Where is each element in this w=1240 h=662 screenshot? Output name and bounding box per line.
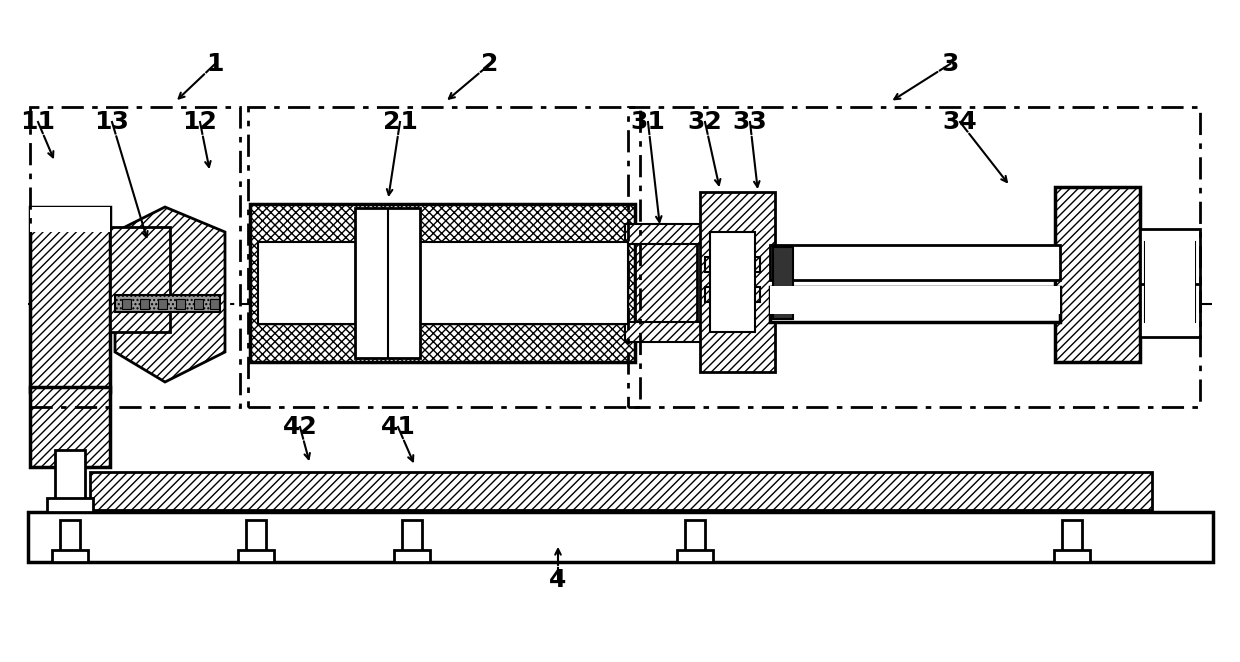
Bar [110, 227, 170, 332]
Bar [258, 242, 627, 324]
Text: 42: 42 [283, 415, 317, 439]
Bar [355, 208, 420, 358]
Bar [30, 207, 110, 392]
Bar [706, 257, 760, 272]
Bar [394, 550, 430, 562]
Bar [1140, 282, 1200, 337]
Bar [625, 322, 706, 342]
Bar [1145, 237, 1195, 327]
Bar [157, 299, 167, 309]
Bar [29, 512, 1213, 562]
Bar [1140, 229, 1200, 284]
Bar [402, 520, 422, 560]
Bar [625, 224, 706, 244]
Bar [52, 550, 88, 562]
Bar [627, 107, 1200, 407]
Bar [47, 498, 93, 512]
Text: 3: 3 [941, 52, 959, 76]
Bar [193, 299, 203, 309]
Bar [770, 245, 1060, 280]
Bar [1054, 550, 1090, 562]
Text: 1: 1 [206, 52, 223, 76]
Bar [30, 107, 241, 407]
Bar [140, 299, 149, 309]
Bar [258, 242, 627, 324]
Bar [210, 299, 219, 309]
Bar [246, 520, 267, 560]
Polygon shape [115, 207, 224, 382]
Bar [238, 550, 274, 562]
Bar [635, 234, 697, 332]
Bar [30, 207, 110, 232]
Text: 11: 11 [21, 110, 56, 134]
Bar [773, 247, 794, 319]
Bar [770, 287, 1060, 322]
Bar [250, 204, 635, 362]
Text: 34: 34 [942, 110, 977, 134]
Bar [701, 192, 775, 372]
Text: 41: 41 [381, 415, 415, 439]
Bar [60, 520, 81, 560]
Bar [91, 472, 1152, 510]
Bar [1055, 187, 1140, 362]
Text: 13: 13 [94, 110, 129, 134]
Text: 12: 12 [182, 110, 217, 134]
Bar [677, 550, 713, 562]
Text: 31: 31 [631, 110, 666, 134]
Bar [1061, 520, 1083, 560]
Text: 32: 32 [688, 110, 723, 134]
Bar [711, 232, 755, 332]
Bar [706, 287, 760, 302]
Bar [176, 299, 185, 309]
Bar [265, 248, 621, 318]
Bar [122, 299, 131, 309]
Text: 33: 33 [733, 110, 768, 134]
Text: 4: 4 [549, 568, 567, 592]
Bar [115, 295, 219, 312]
Bar [55, 450, 86, 510]
Text: 21: 21 [383, 110, 418, 134]
Bar [1145, 242, 1195, 322]
Bar [248, 107, 640, 407]
Bar [684, 520, 706, 560]
Bar [30, 387, 110, 467]
Bar [770, 286, 1060, 314]
Text: 2: 2 [481, 52, 498, 76]
